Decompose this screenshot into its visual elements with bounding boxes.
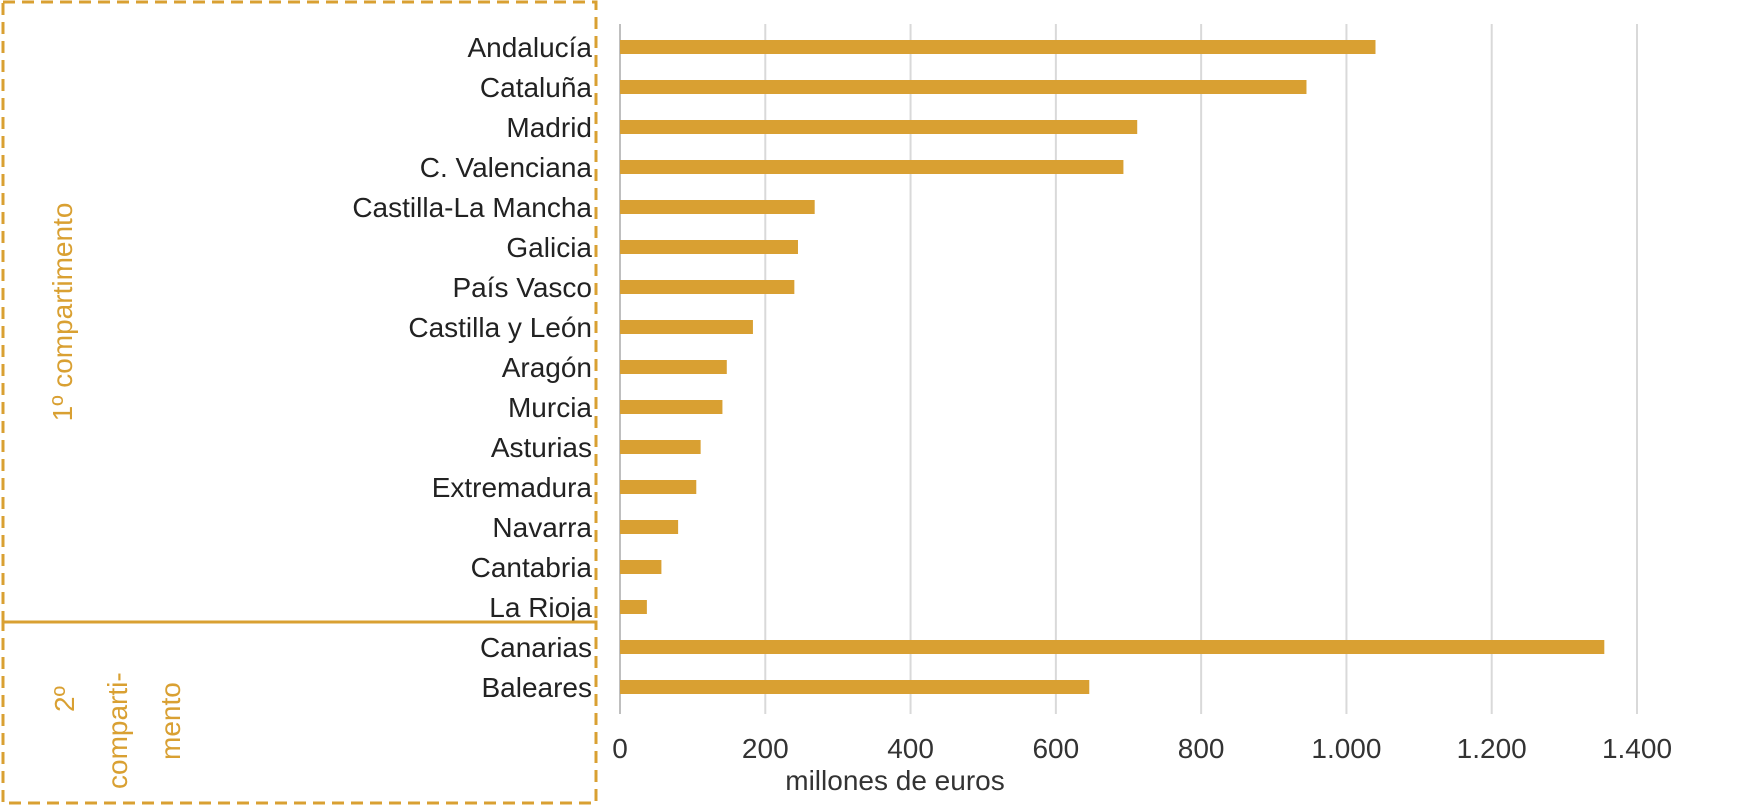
category-label: Andalucía <box>467 32 592 63</box>
grid-lines <box>619 24 1638 714</box>
group-label-2-line: mento <box>155 682 186 760</box>
x-tick-label: 800 <box>1178 733 1225 764</box>
bar <box>620 160 1124 174</box>
x-tick-label: 200 <box>742 733 789 764</box>
x-tick-label: 600 <box>1032 733 1079 764</box>
category-label: C. Valenciana <box>420 152 593 183</box>
category-label: Castilla y León <box>408 312 592 343</box>
bar <box>620 400 723 414</box>
bar <box>620 200 815 214</box>
category-label: Baleares <box>481 672 592 703</box>
group-label-1: 1º compartimento <box>47 203 78 422</box>
bar <box>620 640 1605 654</box>
category-label: Murcia <box>508 392 592 423</box>
x-tick-label: 1.000 <box>1311 733 1381 764</box>
bar <box>620 600 647 614</box>
category-label: Cataluña <box>480 72 593 103</box>
x-tick-label: 1.200 <box>1457 733 1527 764</box>
category-label: La Rioja <box>489 592 592 623</box>
category-label: Cantabria <box>471 552 593 583</box>
x-tick-label: 400 <box>887 733 934 764</box>
category-label: Madrid <box>506 112 592 143</box>
group-box-2 <box>1 620 598 805</box>
category-groups: 1º compartimento 2º comparti-mento <box>1 0 598 805</box>
x-axis-title: millones de euros <box>785 765 1004 796</box>
group-label-2-line: 2º <box>49 686 80 712</box>
bar <box>620 480 697 494</box>
bar <box>620 320 753 334</box>
category-label: Extremadura <box>432 472 593 503</box>
x-tick-labels: 0 200 400 600 800 1.000 1.200 1.400 <box>612 733 1672 764</box>
bar <box>620 680 1090 694</box>
bars <box>620 40 1605 694</box>
bar <box>620 280 795 294</box>
bar <box>620 560 662 574</box>
category-label: Castilla-La Mancha <box>352 192 592 223</box>
category-label: Aragón <box>502 352 592 383</box>
category-labels: Andalucía Cataluña Madrid C. Valenciana Cast… <box>352 32 592 703</box>
category-label: Navarra <box>492 512 592 543</box>
bar <box>620 120 1138 134</box>
category-label: Asturias <box>491 432 592 463</box>
bar <box>620 40 1376 54</box>
group-label-2-line: comparti- <box>102 672 133 789</box>
bar <box>620 80 1307 94</box>
bar <box>620 360 727 374</box>
category-label: Canarias <box>480 632 592 663</box>
bar <box>620 240 798 254</box>
x-tick-label: 1.400 <box>1602 733 1672 764</box>
bar <box>620 520 679 534</box>
category-label: País Vasco <box>452 272 592 303</box>
x-tick-label: 0 <box>612 733 628 764</box>
category-label: Galicia <box>506 232 592 263</box>
bar <box>620 440 701 454</box>
